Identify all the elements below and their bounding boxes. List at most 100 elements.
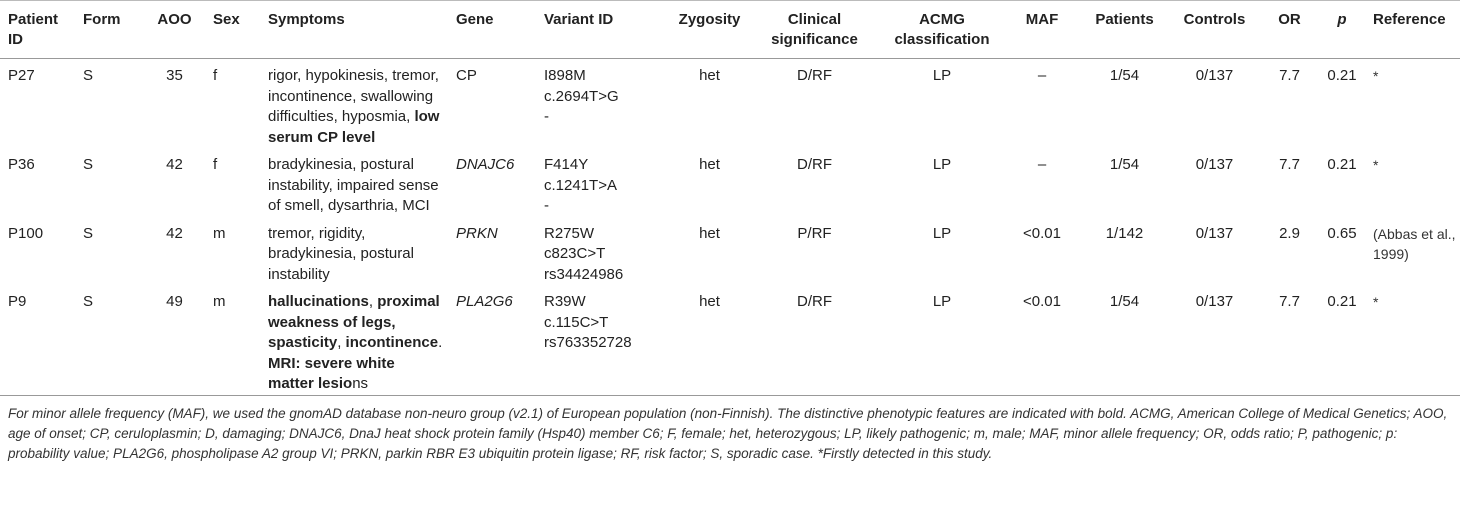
p-cell: 0.21 [1327, 156, 1357, 173]
controls-cell: 0/137 [1195, 293, 1234, 310]
aoo-cell: 42 [166, 156, 183, 173]
symptom-text: incontinence [345, 334, 439, 351]
symptom-text: proximal weakness of legs, spasticity [268, 293, 440, 351]
symptom-text: hallucinations [268, 293, 369, 310]
table-row: P27 S 35 f rigor, hypokinesis, tremor, incon… [0, 59, 1460, 149]
controls-cell: 0/137 [1195, 156, 1234, 173]
column-header: OR [1260, 0, 1315, 59]
gene-cell: PRKN [456, 224, 498, 242]
column-header: MAF [1000, 0, 1080, 59]
aoo-cell: 35 [166, 67, 183, 84]
sex-cell: f [213, 67, 218, 84]
maf-cell: – [1037, 67, 1047, 84]
column-header: Patients [1080, 0, 1165, 59]
variant-line: c.1241T>A [544, 176, 617, 194]
gene-cell: CP [456, 67, 477, 84]
column-header: AOO [140, 0, 205, 59]
column-header: Clinical significance [745, 0, 880, 59]
patient-id-cell: P100 [8, 224, 44, 242]
symptom-text: low serum CP level [268, 108, 440, 146]
or-cell: 7.7 [1279, 67, 1300, 84]
variant-cell: R39W c.115C>T rs763352728 [536, 285, 670, 395]
variant-line: rs34424986 [544, 265, 624, 283]
reference-cell: * [1373, 294, 1379, 310]
sex-cell: f [213, 156, 218, 173]
table-row: P100 S 42 m tremor, rigidity, bradykinesia, … [0, 217, 1460, 286]
controls-cell: 0/137 [1195, 67, 1234, 84]
variant-cell: F414Y c.1241T>A - [536, 148, 670, 217]
zygosity-cell: het [699, 224, 720, 242]
reference-cell: * [1373, 157, 1379, 173]
patients-cell: 1/54 [1109, 67, 1140, 84]
data-table: Patient ID Form AOO Sex Symptoms Gene Variant … [0, 0, 1460, 396]
variant-cell: R275W c823C>T rs34424986 [536, 217, 670, 286]
column-header: Sex [205, 0, 260, 59]
footnote: For minor allele frequency (MAF), we use… [8, 405, 1448, 461]
variant-cell: I898M c.2694T>G - [536, 59, 670, 149]
variant-line: I898M [544, 67, 586, 84]
column-header: Symptoms [260, 0, 448, 59]
p-cell: 0.21 [1327, 293, 1357, 310]
form-cell: S [83, 156, 94, 173]
reference-cell: * [1373, 68, 1379, 84]
or-cell: 7.7 [1279, 293, 1300, 310]
symptoms-cell: hallucinations, proximal weakness of leg… [260, 285, 448, 395]
column-header: Gene [448, 0, 536, 59]
variant-line: c.2694T>G [544, 87, 619, 105]
patient-id-cell: P27 [8, 67, 35, 84]
patients-cell: 1/54 [1109, 156, 1140, 173]
patient-id-cell: P9 [8, 293, 27, 310]
column-header: Reference [1365, 0, 1460, 59]
clinical-significance-cell: D/RF [797, 156, 832, 173]
header-row: Patient ID Form AOO Sex Symptoms Gene Variant … [0, 0, 1460, 59]
clinical-significance-cell: P/RF [797, 224, 832, 242]
symptom-text: rigor, hypokinesis, tremor, incontinence… [268, 67, 439, 125]
or-cell: 7.7 [1279, 156, 1300, 173]
symptom-text: , [368, 293, 378, 310]
sex-cell: m [213, 224, 226, 242]
column-header: ACMG classification [880, 0, 1000, 59]
column-header: Variant ID [536, 0, 670, 59]
patients-cell: 1/142 [1105, 224, 1144, 242]
column-header: p [1315, 0, 1365, 59]
variant-line: rs763352728 [544, 334, 632, 351]
variant-line: c.115C>T [544, 313, 609, 331]
zygosity-cell: het [699, 67, 720, 84]
symptom-text: tremor, rigidity, bradykinesia, postural… [268, 224, 414, 283]
symptom-text: ns [352, 375, 369, 392]
acmg-cell: LP [932, 224, 952, 242]
gene-cell: DNAJC6 [456, 156, 515, 173]
acmg-cell: LP [932, 67, 952, 84]
controls-cell: 0/137 [1195, 224, 1234, 242]
variant-line: - [544, 197, 549, 214]
sex-cell: m [213, 293, 226, 310]
form-cell: S [83, 67, 94, 84]
acmg-cell: LP [932, 293, 952, 310]
reference-cell: (Abbas et al., 1999) [1373, 225, 1456, 263]
variant-line: - [544, 108, 549, 125]
symptom-text: bradykinesia, postural instability, impa… [268, 156, 439, 214]
maf-cell: <0.01 [1023, 224, 1061, 242]
or-cell: 2.9 [1279, 224, 1300, 242]
symptoms-cell: bradykinesia, postural instability, impa… [260, 148, 448, 217]
symptom-text: MRI: severe white matter lesio [268, 354, 395, 393]
aoo-cell: 42 [166, 224, 183, 242]
gene-cell: PLA2G6 [456, 293, 513, 310]
patient-id-cell: P36 [8, 156, 35, 173]
clinical-significance-cell: D/RF [797, 67, 832, 84]
symptom-text: , [337, 334, 346, 351]
clinical-significance-cell: D/RF [797, 293, 832, 310]
form-cell: S [83, 224, 94, 242]
table-row: P9 S 49 m hallucinations, proximal weakness … [0, 285, 1460, 395]
zygosity-cell: het [699, 156, 720, 173]
symptoms-cell: tremor, rigidity, bradykinesia, postural… [260, 217, 448, 286]
patients-cell: 1/54 [1109, 293, 1140, 310]
zygosity-cell: het [699, 293, 720, 310]
table-row: P36 S 42 f bradykinesia, postural instabilit… [0, 148, 1460, 217]
maf-cell: <0.01 [1023, 293, 1061, 310]
variant-line: c823C>T [544, 245, 606, 262]
acmg-cell: LP [932, 156, 952, 173]
p-cell: 0.65 [1327, 224, 1357, 242]
p-cell: 0.21 [1327, 67, 1357, 84]
